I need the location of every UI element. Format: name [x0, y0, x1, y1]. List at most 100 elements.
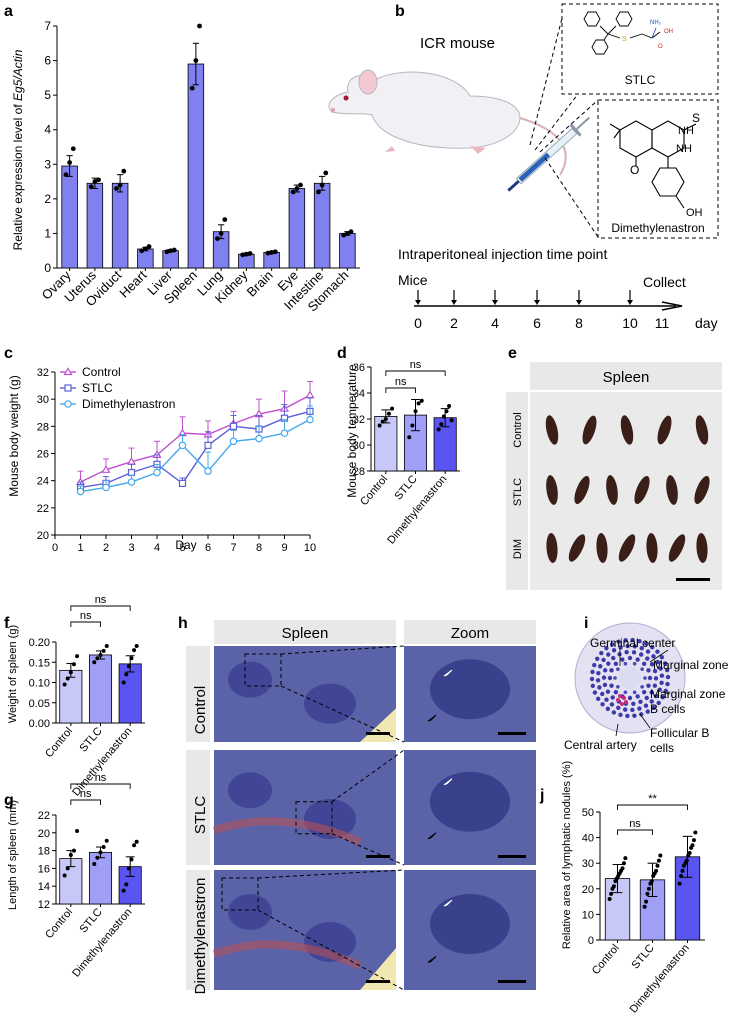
b-cell: [649, 690, 654, 695]
stlc-acid-oh: OH: [664, 29, 673, 35]
histology-row-label-bg: [186, 646, 210, 742]
b-cell: [651, 705, 656, 710]
mouse-eye: [343, 95, 349, 101]
y-tick-label: 32: [37, 367, 49, 379]
black-arrow: [427, 714, 437, 722]
b-cell: [605, 689, 611, 694]
label-follicular-1: Follicular B: [650, 726, 709, 740]
b-cell: [658, 666, 663, 671]
b-cell: [616, 639, 621, 644]
b-cell: [609, 702, 615, 707]
significance-bracket: [70, 605, 131, 611]
b-cell: [627, 695, 633, 701]
b-cell: [639, 646, 644, 651]
germinal-center: [619, 667, 641, 689]
y-tick-label: 20: [582, 884, 594, 896]
data-point: [62, 682, 67, 687]
spleen-specimen: [545, 415, 559, 445]
x-tick-label: Heart: [116, 267, 149, 300]
significance-bracket: [617, 804, 688, 810]
x-tick-label: Control: [590, 942, 622, 977]
marker-circle: [127, 478, 136, 486]
y-tick-label: 40: [582, 833, 594, 845]
data-point: [316, 189, 321, 195]
panel-c-chart: Mouse body weight (g) Day 20222426283032…: [7, 365, 316, 554]
data-point: [121, 888, 126, 893]
b-cell: [660, 695, 665, 700]
spleen-specimens: [545, 415, 710, 563]
data-point: [134, 839, 139, 844]
panel-label-i: i: [584, 615, 588, 632]
scale-bar: [498, 980, 526, 983]
panel-j-ylabel: Relative area of lymphatic nodules (%): [561, 761, 573, 949]
data-point: [132, 843, 137, 848]
stlc-structure: [583, 11, 661, 55]
series-line-stlc: [80, 410, 311, 489]
legend-label-control: Control: [82, 365, 121, 379]
spleen-specimen: [596, 533, 608, 563]
data-point: [65, 866, 70, 871]
b-cell: [643, 641, 649, 646]
data-point: [132, 648, 137, 653]
b-cell: [599, 650, 604, 656]
zoom-region-box: [295, 801, 333, 835]
panel-label-a: a: [4, 3, 13, 20]
spleen-specimen: [546, 475, 558, 505]
panel-f-chart: Weight of spleen (g) 0.00 0.05 0.10 0.15 0.2…: [7, 594, 145, 798]
panel-d-ylabel: Mouse body temperature: [345, 364, 359, 498]
b-cell: [616, 705, 621, 710]
data-point: [215, 236, 220, 242]
marker-circle: [306, 415, 314, 424]
significance-bracket: [385, 370, 446, 376]
x-tick-label: STLC: [393, 473, 420, 502]
b-cell: [606, 661, 611, 666]
panel-e-row-label-bg: [506, 392, 528, 590]
b-cell: [635, 694, 640, 699]
red-pulp: [212, 817, 362, 846]
b-cell: [653, 676, 659, 681]
b-cell: [638, 699, 643, 705]
b-cell: [655, 649, 660, 654]
y-tick-label: 16: [38, 863, 50, 875]
b-cell: [665, 674, 671, 680]
bar-dimethylenastron: [118, 663, 142, 724]
b-cell: [590, 669, 595, 675]
significance-bracket: [70, 783, 131, 789]
artery-cell: [620, 702, 624, 706]
panel-a-chart: Relative expression level of Eg5/Actin 0…: [11, 19, 360, 314]
panel-e-header-bg: [530, 362, 722, 390]
panel-label-e: e: [508, 345, 517, 362]
b-cell: [618, 712, 623, 717]
lymphatic-nodule-zoom: [430, 771, 510, 832]
data-point: [240, 252, 246, 258]
marker-triangle: [63, 367, 73, 376]
significance-label: **: [648, 793, 657, 805]
data-point: [65, 676, 70, 681]
b-cell: [597, 685, 602, 690]
panel-c-xlabel: Day: [175, 538, 196, 552]
panel-label-b: b: [395, 3, 405, 20]
timeline-day-label: 10: [622, 315, 638, 331]
stlc-structure-box: [561, 3, 719, 95]
data-point: [383, 417, 388, 421]
data-point: [644, 899, 649, 904]
b-cell: [589, 676, 595, 682]
marker-triangle: [101, 465, 111, 473]
data-point: [690, 843, 695, 848]
data-point: [218, 231, 224, 236]
data-point: [413, 409, 418, 414]
bar-stlc: [88, 851, 113, 905]
data-point: [71, 662, 76, 667]
x-tick-label: 8: [256, 542, 262, 554]
b-cell: [620, 657, 625, 662]
lymphatic-nodule: [228, 661, 272, 698]
y-tick-label: 14: [38, 881, 50, 893]
spleen-specimen: [646, 533, 658, 563]
data-point: [319, 182, 325, 188]
follicular-cell: [640, 685, 644, 689]
b-cell: [646, 668, 651, 673]
x-tick-label: 6: [205, 542, 211, 554]
zoom-connector: [331, 749, 405, 803]
y-tick-label: 0.10: [29, 678, 50, 690]
